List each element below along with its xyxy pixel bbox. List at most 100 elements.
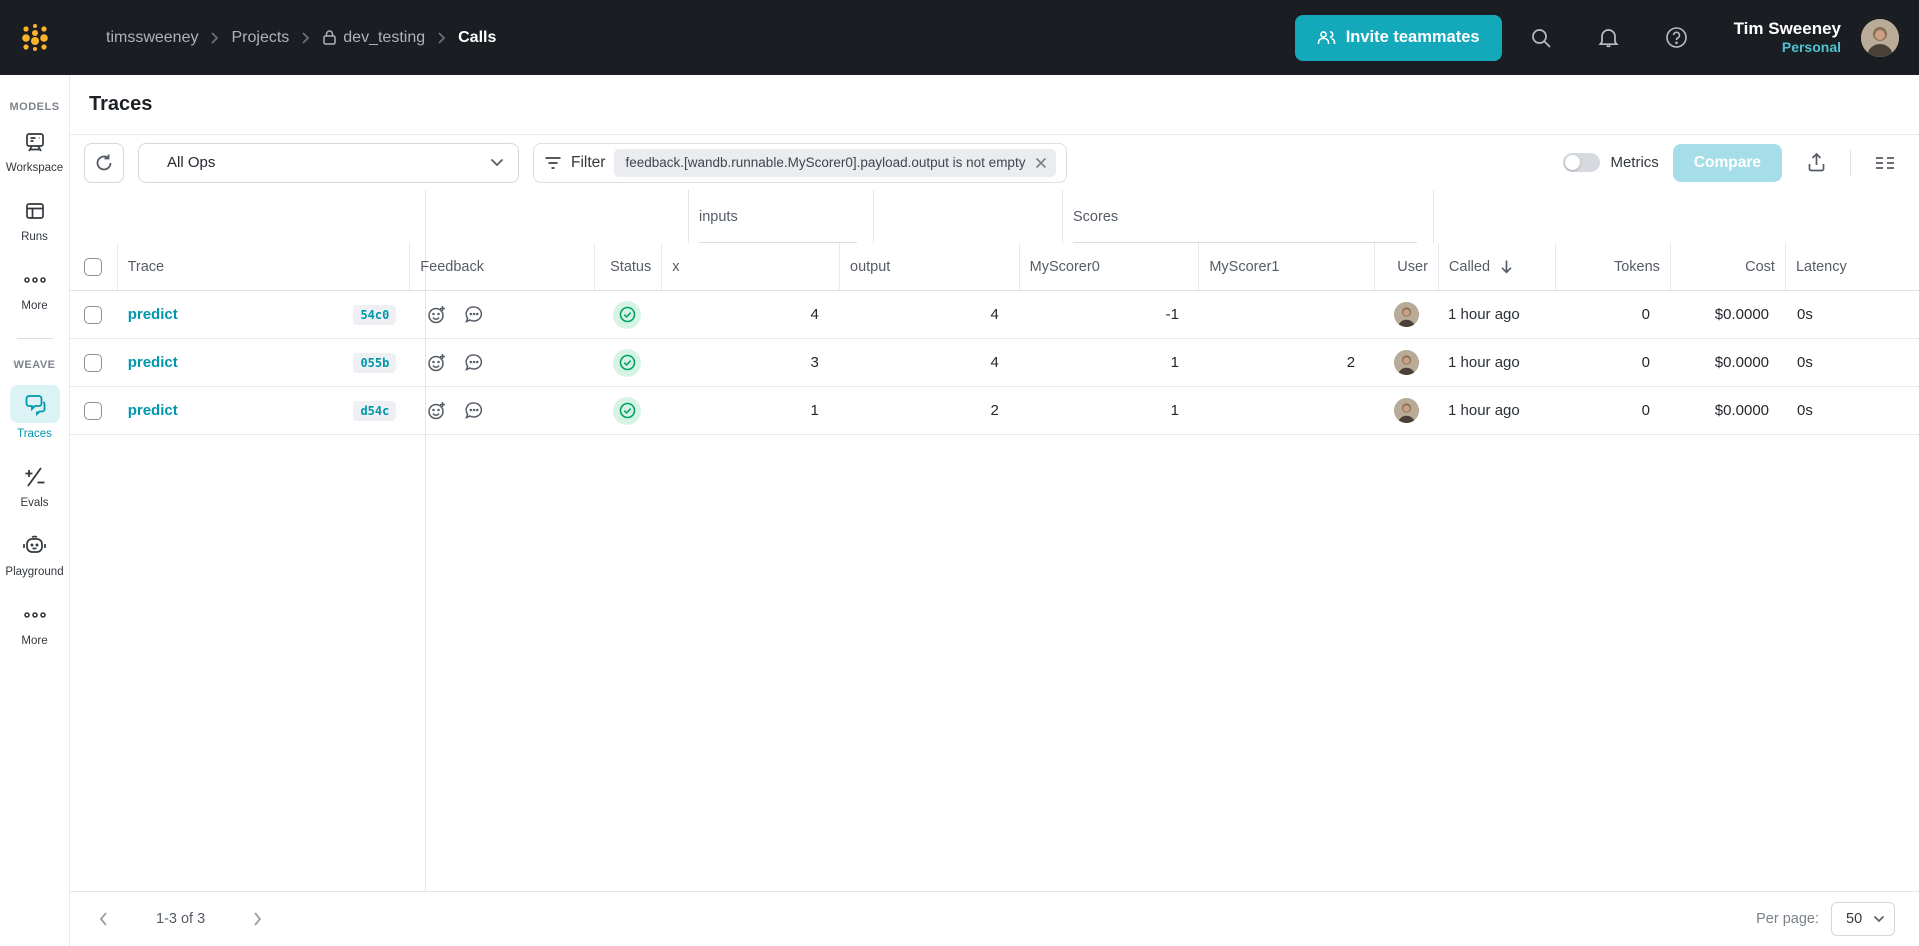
wandb-logo-icon[interactable]	[0, 22, 70, 54]
comment-icon[interactable]	[464, 401, 484, 420]
toolbar-divider	[1850, 149, 1851, 176]
user-avatar[interactable]	[1861, 18, 1899, 57]
pagination-range: 1-3 of 3	[156, 911, 206, 927]
row-checkbox[interactable]	[83, 401, 102, 420]
sidebar-item-runs[interactable]: Runs	[4, 186, 66, 255]
cell-cost: $0.0000	[1714, 354, 1770, 371]
per-page-value: 50	[1846, 911, 1863, 927]
ellipsis-icon	[14, 600, 56, 630]
column-header-tokens[interactable]: Tokens	[1554, 243, 1670, 290]
cell-output: 4	[990, 306, 999, 323]
column-group-row: inputs Scores	[70, 190, 1919, 243]
breadcrumb-calls: Calls	[458, 28, 497, 46]
per-page-select[interactable]: 50	[1831, 902, 1895, 936]
help-icon[interactable]	[1648, 15, 1706, 61]
select-all-checkbox[interactable]	[84, 257, 103, 276]
column-header-latency[interactable]: Latency	[1784, 243, 1919, 290]
column-header-trace[interactable]: Trace	[116, 243, 410, 290]
table-row[interactable]: predict 055b	[70, 339, 1919, 387]
trace-id-badge: d54c	[353, 400, 397, 421]
trace-op-link[interactable]: predict	[127, 354, 178, 371]
column-header-status[interactable]: Status	[593, 243, 662, 290]
metrics-toggle[interactable]	[1563, 153, 1601, 172]
status-success-icon	[613, 348, 642, 377]
search-icon[interactable]	[1512, 15, 1570, 61]
breadcrumb-project[interactable]: dev_testing	[322, 29, 425, 47]
cell-cost: $0.0000	[1714, 306, 1770, 323]
remove-filter-icon[interactable]	[1035, 157, 1047, 169]
invite-teammates-button[interactable]: Invite teammates	[1294, 14, 1502, 61]
calls-table: inputs Scores Trace Feedback Status x ou…	[70, 190, 1919, 891]
cell-myscorer1: 2	[1346, 354, 1356, 371]
export-icon[interactable]	[1796, 142, 1836, 183]
column-header-user[interactable]: User	[1374, 243, 1438, 290]
row-checkbox[interactable]	[83, 305, 102, 324]
compare-button[interactable]: Compare	[1672, 143, 1782, 182]
cell-tokens: 0	[1641, 354, 1650, 371]
add-reaction-icon[interactable]	[427, 401, 447, 421]
op-filter-value: All Ops	[167, 154, 216, 171]
sidebar-item-evals[interactable]: Evals	[4, 452, 66, 521]
comment-icon[interactable]	[464, 305, 484, 324]
sidebar-item-traces[interactable]: Traces	[4, 375, 66, 452]
column-header-feedback[interactable]: Feedback	[409, 243, 593, 290]
cell-input-x: 4	[810, 306, 819, 323]
column-header-called[interactable]: Called	[1437, 243, 1555, 290]
add-reaction-icon[interactable]	[427, 353, 447, 373]
cell-myscorer0: 1	[1170, 402, 1179, 419]
column-header-myscorer0[interactable]: MyScorer0	[1018, 243, 1199, 290]
user-menu[interactable]: Tim Sweeney Personal	[1734, 18, 1841, 57]
sidebar-item-playground[interactable]: Playground	[4, 521, 66, 590]
filter-chip-text: feedback.[wandb.runnable.MyScorer0].payl…	[625, 155, 1026, 170]
traces-toolbar: All Ops Filter feedback.[wandb.runnable.…	[70, 135, 1919, 190]
cell-cost: $0.0000	[1714, 402, 1770, 419]
notifications-bell-icon[interactable]	[1580, 15, 1638, 61]
sidebar-item-more-models[interactable]: More	[4, 255, 66, 324]
column-header-output[interactable]: output	[839, 243, 1019, 290]
playground-robot-icon	[14, 531, 56, 561]
table-row[interactable]: predict d54c	[70, 387, 1919, 435]
next-page-icon[interactable]	[249, 907, 267, 931]
trace-op-link[interactable]: predict	[127, 306, 178, 323]
people-icon	[1317, 30, 1336, 46]
refresh-button[interactable]	[84, 142, 124, 183]
cell-output: 4	[990, 354, 999, 371]
traces-icon	[9, 385, 60, 423]
breadcrumb-entity[interactable]: timssweeney	[106, 28, 199, 46]
sidebar-item-workspace[interactable]: Workspace	[4, 117, 66, 186]
column-header-myscorer1[interactable]: MyScorer1	[1198, 243, 1374, 290]
previous-page-icon[interactable]	[94, 907, 112, 931]
filter-chip[interactable]: feedback.[wandb.runnable.MyScorer0].payl…	[614, 148, 1057, 177]
trace-id-badge: 055b	[353, 352, 397, 373]
cell-called: 1 hour ago	[1448, 354, 1520, 371]
ellipsis-icon	[14, 265, 56, 295]
cell-myscorer0: 1	[1170, 354, 1179, 371]
op-filter-dropdown[interactable]: All Ops	[138, 142, 519, 183]
row-checkbox[interactable]	[83, 353, 102, 372]
chevron-down-icon	[1873, 915, 1885, 923]
lock-icon	[322, 29, 337, 46]
manage-columns-icon[interactable]	[1865, 142, 1905, 183]
trace-op-link[interactable]: predict	[127, 402, 178, 419]
column-header-row: Trace Feedback Status x output MyScorer0…	[70, 243, 1919, 291]
sidebar-item-more-weave[interactable]: More	[4, 590, 66, 659]
column-header-x[interactable]: x	[661, 243, 839, 290]
breadcrumb: timssweeney Projects dev_testing Calls	[106, 29, 496, 47]
filter-bar[interactable]: Filter feedback.[wandb.runnable.MyScorer…	[533, 142, 1068, 183]
table-row[interactable]: predict 54c0	[70, 291, 1919, 339]
chevron-right-icon	[437, 31, 446, 45]
page-header: Traces	[70, 75, 1919, 135]
trace-id-badge: 54c0	[353, 304, 397, 325]
cell-tokens: 0	[1641, 306, 1650, 323]
column-header-cost[interactable]: Cost	[1669, 243, 1785, 290]
breadcrumb-projects[interactable]: Projects	[231, 28, 290, 46]
filter-icon	[544, 156, 562, 170]
select-all-checkbox-cell	[70, 243, 117, 290]
page-title: Traces	[89, 93, 153, 115]
comment-icon[interactable]	[464, 353, 484, 372]
chevron-right-icon	[210, 31, 219, 45]
add-reaction-icon[interactable]	[427, 305, 447, 325]
group-inputs: inputs	[688, 190, 874, 243]
status-success-icon	[613, 396, 642, 425]
